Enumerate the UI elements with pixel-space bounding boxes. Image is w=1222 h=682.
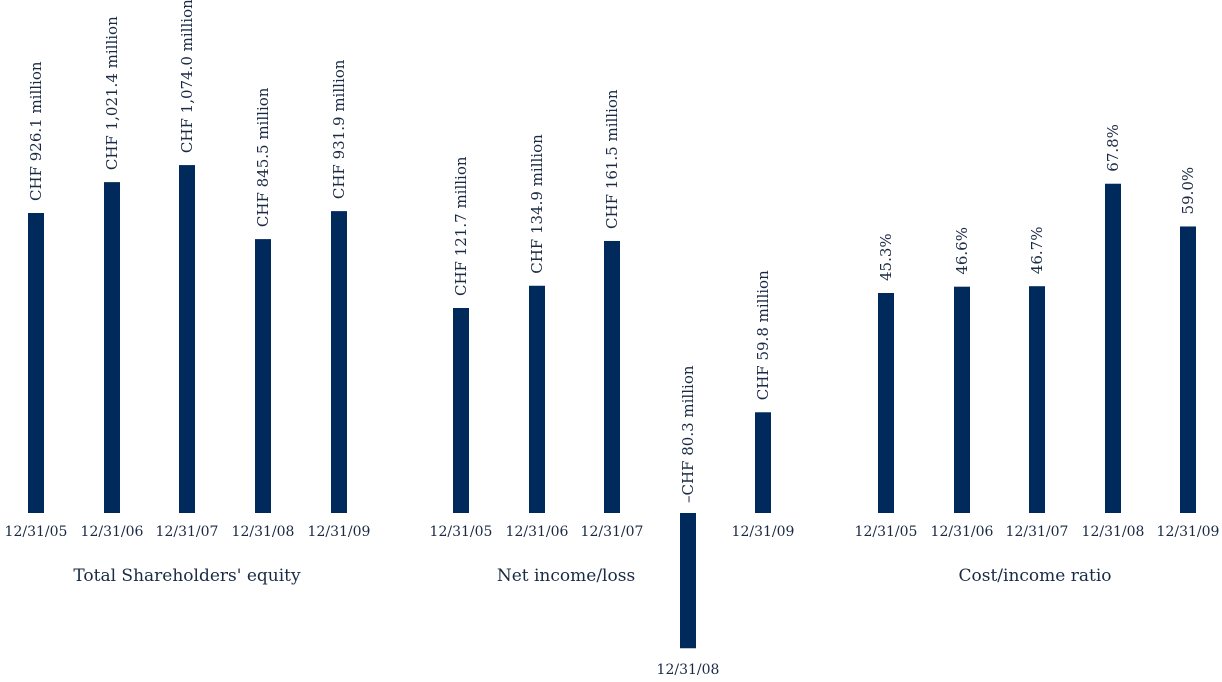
bar-1-12/31/06 [104,182,120,513]
bar-3-12/31/05 [878,293,894,513]
value-label: CHF 121.7 million [452,156,470,296]
bar-3-12/31/08 [1105,183,1121,514]
x-tick-label: 12/31/09 [732,524,795,540]
bar-1-12/31/07 [179,165,195,513]
chart-title: Net income/loss [497,566,635,586]
x-tick-label: 12/31/07 [581,524,644,540]
value-label: CHF 845.5 million [254,87,272,227]
value-label: –CHF 80.3 million [679,365,697,503]
x-tick-label: 12/31/07 [156,524,219,540]
value-label: CHF 926.1 million [27,61,45,201]
value-label: 59.0% [1179,167,1197,215]
value-label: 45.3% [877,233,895,281]
chart-title: Cost/income ratio [958,566,1111,586]
x-tick-label: 12/31/08 [1082,524,1145,540]
value-label: CHF 59.8 million [754,270,772,400]
x-tick-label: 12/31/08 [657,662,720,678]
bar-1-12/31/05 [28,213,44,513]
bar-3-12/31/09 [1180,226,1196,513]
bar-2-12/31/06 [529,285,545,513]
bar-3-12/31/07 [1029,286,1045,513]
x-tick-label: 12/31/06 [931,524,994,540]
x-tick-label: 12/31/09 [308,524,371,540]
x-tick-label: 12/31/06 [81,524,144,540]
value-label: 67.8% [1104,124,1122,172]
value-label: CHF 1,074.0 million [178,0,196,153]
bar-2-12/31/08 [680,513,696,649]
bar-2-12/31/07 [604,240,620,513]
x-tick-label: 12/31/05 [430,524,493,540]
x-tick-label: 12/31/06 [506,524,569,540]
value-label: CHF 1,021.4 million [103,16,121,170]
chart-title: Total Shareholders' equity [73,566,301,586]
value-label: CHF 134.9 million [528,134,546,274]
bar-1-12/31/09 [331,211,347,513]
x-tick-label: 12/31/07 [1006,524,1069,540]
bar-2-12/31/09 [755,412,771,513]
value-label: 46.6% [953,227,971,275]
bar-1-12/31/08 [255,239,271,513]
x-tick-label: 12/31/05 [855,524,918,540]
bar-2-12/31/05 [453,308,469,513]
bar-3-12/31/06 [954,286,970,513]
value-label: CHF 161.5 million [603,89,621,229]
value-label: 46.7% [1028,227,1046,275]
value-label: CHF 931.9 million [330,59,348,199]
x-tick-label: 12/31/08 [232,524,295,540]
x-tick-label: 12/31/09 [1157,524,1220,540]
x-tick-label: 12/31/05 [5,524,68,540]
